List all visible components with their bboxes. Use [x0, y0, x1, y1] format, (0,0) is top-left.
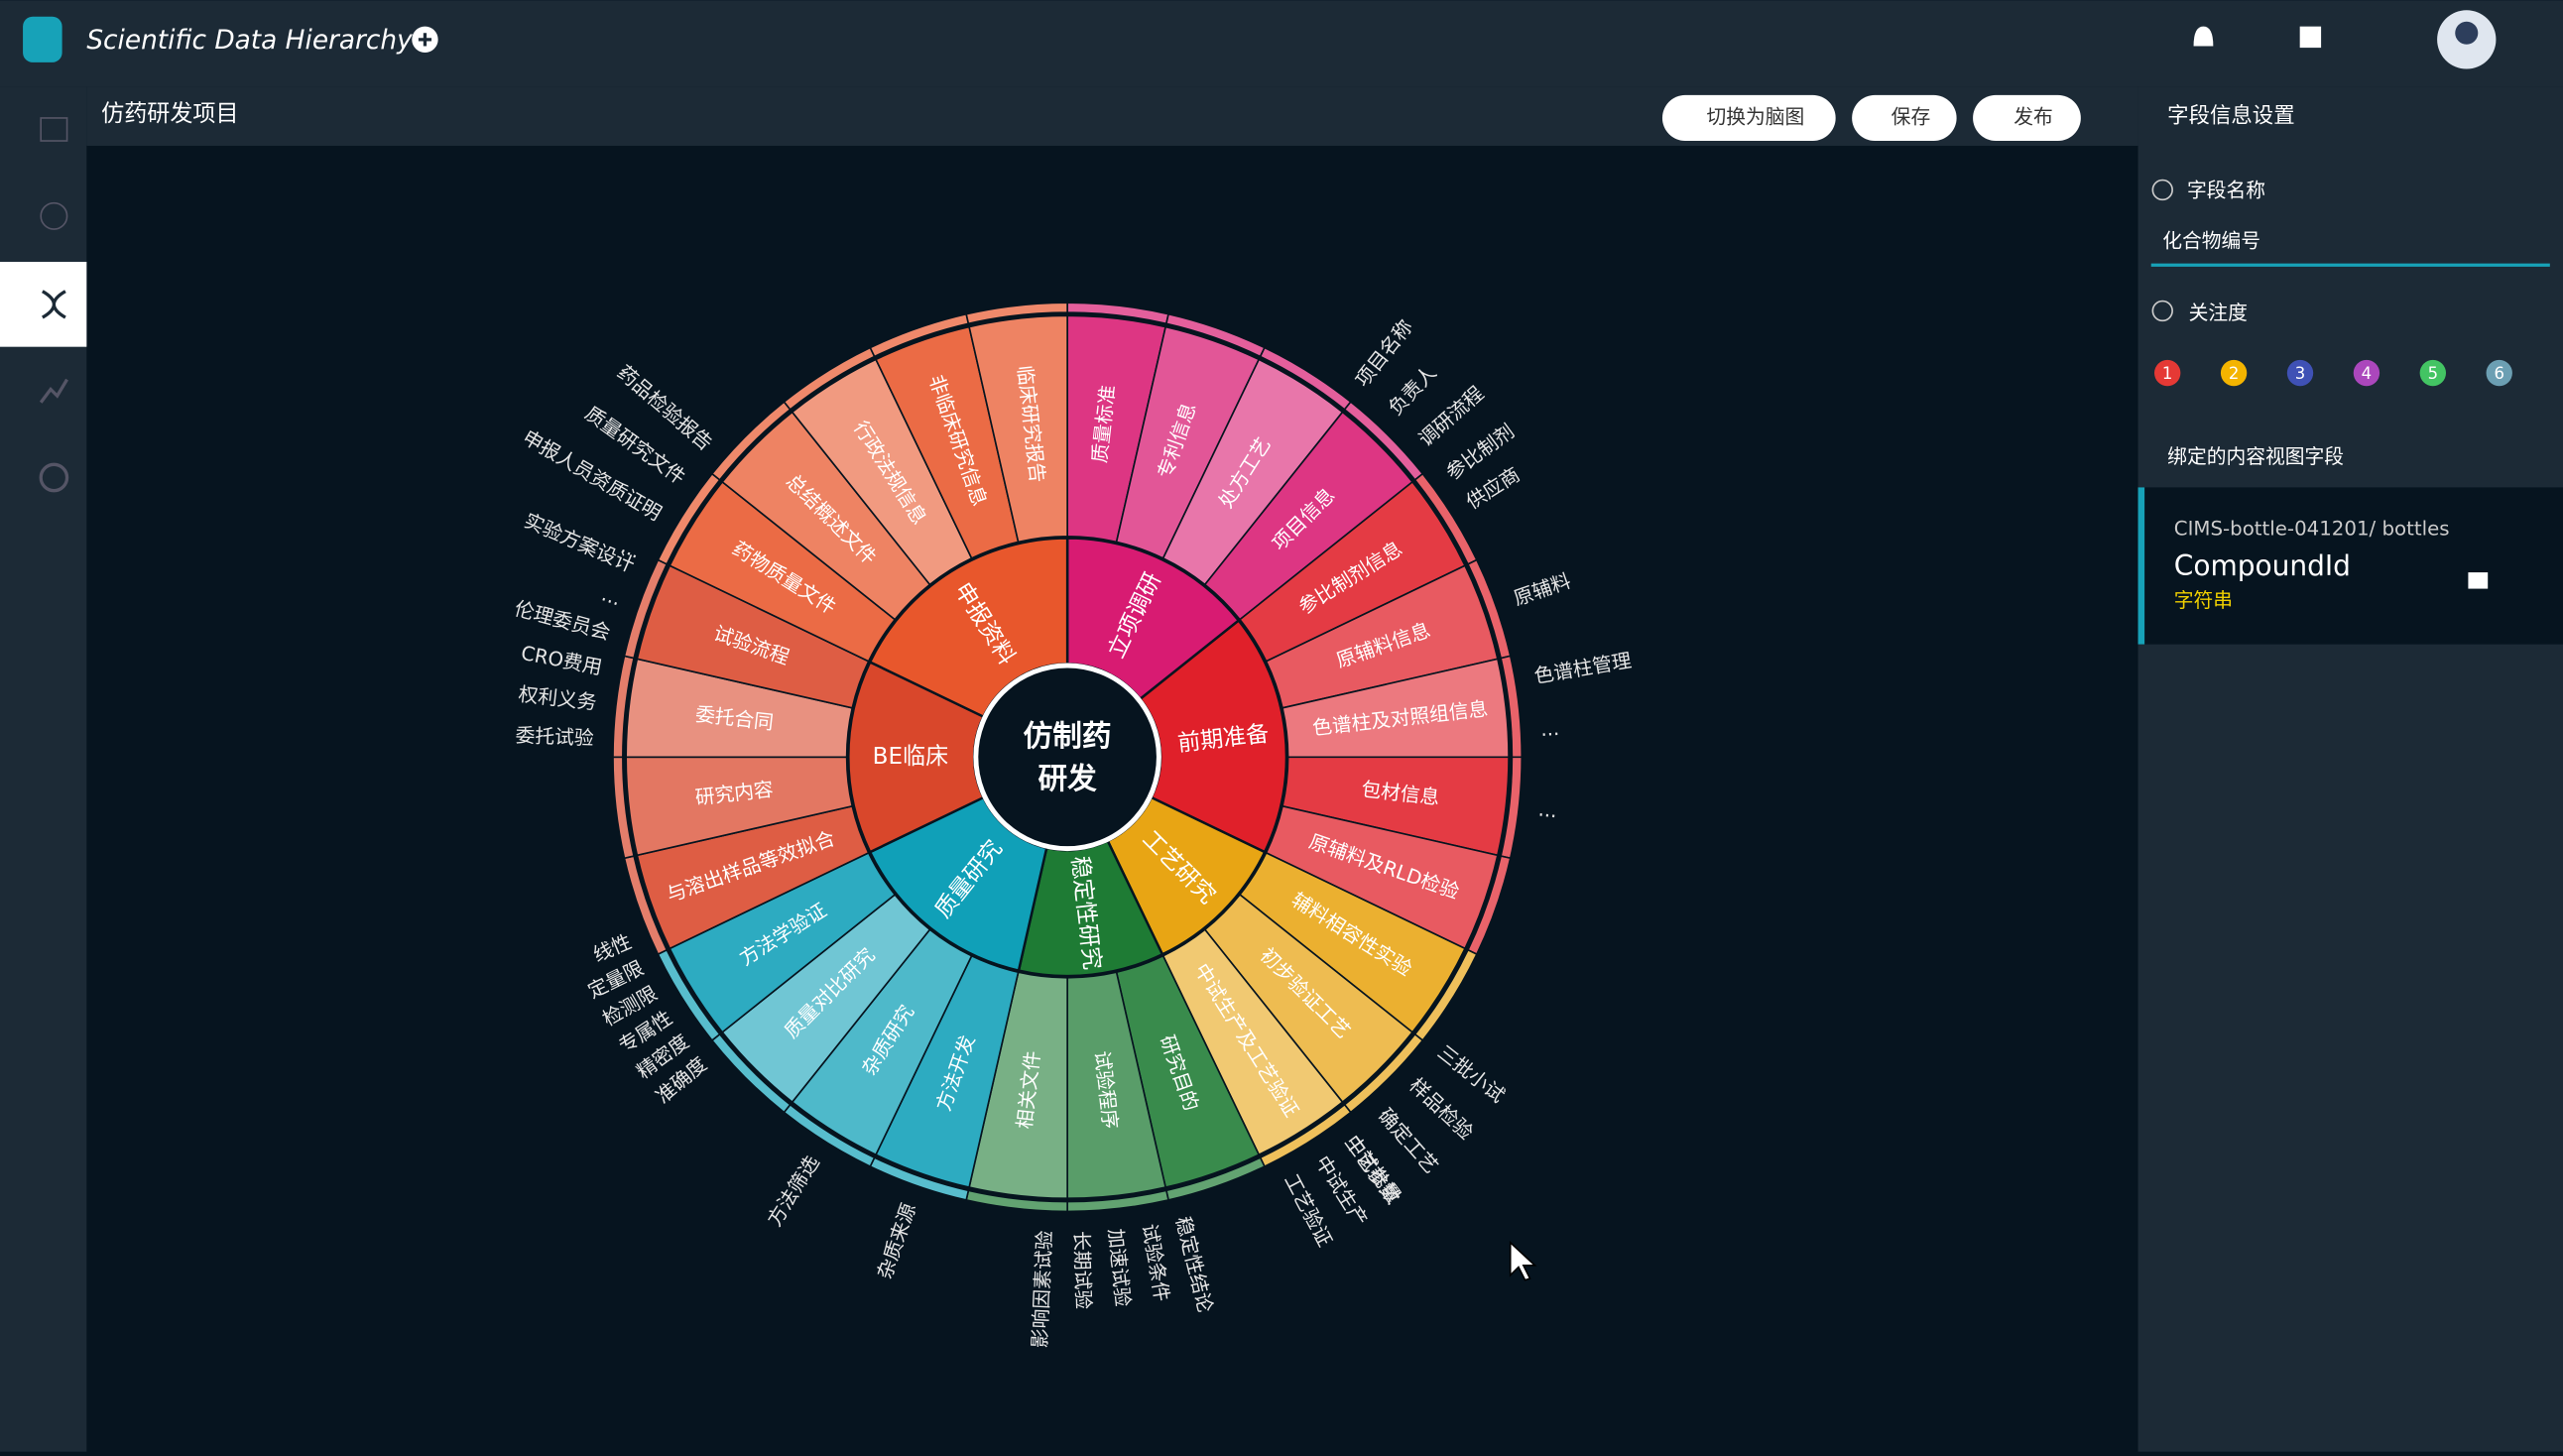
level-label: 2	[2229, 364, 2239, 383]
nav-icon[interactable]	[41, 290, 66, 319]
bound-path: CIMS-bottle-041201/ bottles	[2174, 518, 2450, 541]
leaf-label: ...	[1537, 797, 1558, 822]
level-option[interactable]	[2154, 359, 2181, 387]
sunburst-center[interactable]	[973, 663, 1161, 852]
level-option[interactable]	[2419, 359, 2447, 387]
apps-icon	[2299, 26, 2322, 49]
lock-icon	[2468, 572, 2489, 589]
attention-label: 关注度	[2189, 302, 2248, 324]
leaf-label: ...	[1540, 717, 1560, 741]
logo[interactable]	[23, 16, 62, 62]
avatar-head	[2455, 21, 2479, 45]
avatar[interactable]	[2437, 10, 2497, 69]
field-label: 字段名称	[2187, 180, 2265, 202]
bound-field: CompoundId	[2174, 549, 2351, 582]
group-label: BE临床	[873, 744, 949, 770]
app-title: Scientific Data Hierarchy	[86, 26, 413, 56]
right-panel	[2137, 86, 2563, 1452]
level-label: 3	[2295, 364, 2305, 383]
toolbar-button[interactable]	[1661, 94, 1836, 142]
apps-button[interactable]	[2299, 26, 2322, 49]
attention-icon	[2151, 300, 2173, 322]
logo-mark	[23, 16, 62, 62]
toolbar-button-label: 切换为脑图	[1706, 105, 1804, 128]
toolbar-button[interactable]	[1852, 94, 1957, 142]
bound-card[interactable]	[2137, 487, 2563, 645]
nav-icon[interactable]	[39, 462, 69, 493]
leaf-label: 长期试验	[1069, 1231, 1094, 1310]
level-label: 4	[2362, 364, 2372, 383]
toolbar-button[interactable]	[1973, 94, 2081, 142]
add-plus	[418, 33, 432, 47]
field-icon	[2151, 179, 2173, 201]
toolbar-button-label: 保存	[1892, 105, 1931, 128]
bell-icon	[2193, 26, 2214, 47]
project-title: 仿药研发项目	[101, 101, 238, 127]
level-option[interactable]	[2286, 359, 2314, 387]
level-label: 5	[2428, 364, 2438, 383]
panel-title: 字段信息设置	[2167, 103, 2294, 128]
sunburst-node[interactable]	[968, 314, 1068, 544]
add-button[interactable]	[412, 26, 438, 54]
leaf-label: 委托试验	[515, 724, 594, 750]
sidebar-active[interactable]	[0, 261, 87, 347]
bound-type: 字符串	[2174, 589, 2233, 612]
center-label: 研发	[1037, 761, 1097, 795]
nav-icon[interactable]	[40, 201, 68, 230]
level-option[interactable]	[2220, 359, 2248, 387]
sunburst-rim	[965, 302, 1068, 325]
nav-icon[interactable]	[40, 117, 68, 142]
bell-button[interactable]	[2193, 26, 2214, 47]
level-option[interactable]	[2486, 359, 2512, 387]
cursor	[1509, 1240, 1537, 1281]
bound-label: 绑定的内容视图字段	[2167, 445, 2344, 468]
nav-icon[interactable]	[39, 378, 68, 404]
bound-accent	[2137, 487, 2145, 645]
center-label: 仿制药	[1024, 718, 1112, 753]
toolbar-button-label: 发布	[2014, 105, 2053, 128]
level-label: 6	[2494, 364, 2503, 383]
field-value[interactable]: 化合物编号	[2162, 230, 2260, 253]
leaf-label: 影响因素试验	[1029, 1230, 1056, 1349]
level-option[interactable]	[2353, 359, 2380, 387]
level-label: 1	[2162, 364, 2172, 383]
